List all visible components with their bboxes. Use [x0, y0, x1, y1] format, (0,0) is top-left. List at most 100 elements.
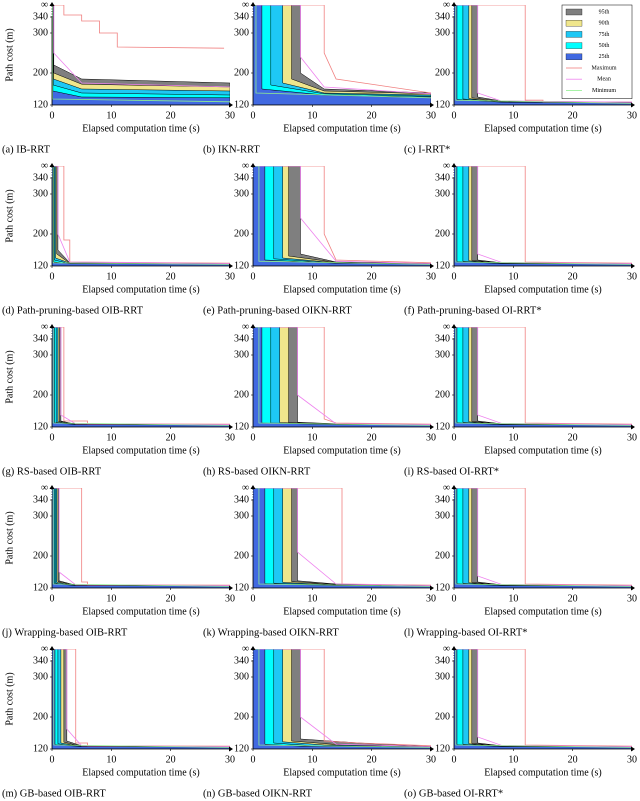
x-tick-label: 20 — [166, 593, 176, 604]
x-axis-arrow — [631, 585, 635, 591]
stat-line — [454, 166, 632, 264]
x-tick-label: 30 — [426, 110, 436, 121]
legend-swatch — [565, 53, 583, 60]
x-tick-label: 0 — [50, 432, 55, 443]
x-tick-label: 0 — [251, 754, 256, 765]
stat-line — [454, 327, 632, 425]
stat-line — [52, 166, 230, 264]
x-axis-arrow — [229, 746, 233, 752]
stat-line — [454, 327, 632, 426]
y-tick-label: 300 — [234, 671, 249, 682]
x-tick-label: 20 — [568, 271, 578, 282]
percentile-area — [454, 166, 632, 266]
x-tick-label: 0 — [452, 110, 457, 121]
caption: (h) RS-based OIKN-RRT — [203, 466, 311, 477]
y-axis-arrow — [451, 2, 457, 6]
percentile-area — [454, 488, 632, 588]
percentile-area — [253, 649, 431, 749]
stat-line — [253, 327, 431, 426]
x-axis-label: Elapsed computation time (s) — [283, 767, 400, 778]
y-axis-label: Path cost (m) — [4, 189, 15, 242]
x-axis-arrow — [229, 102, 233, 108]
plot-area — [454, 488, 632, 588]
caption: (l) Wrapping-based OI-RRT* — [404, 627, 528, 638]
y-tick-label: 300 — [435, 671, 450, 682]
stat-line — [52, 166, 230, 265]
percentile-area — [52, 327, 230, 427]
y-tick-label: 120 — [234, 582, 249, 593]
x-axis-arrow — [229, 424, 233, 430]
legend-label: 75th — [599, 32, 610, 38]
y-axis-label: Path cost (m) — [4, 511, 15, 564]
y-tick-label: 120 — [33, 260, 48, 271]
y-tick-label: ∞ — [443, 160, 450, 171]
legend-label: Maximum — [592, 65, 617, 71]
x-axis-label: Elapsed computation time (s) — [82, 767, 199, 778]
y-tick-label: 340 — [234, 11, 249, 22]
x-tick-label: 10 — [508, 110, 518, 121]
y-tick-label: 120 — [33, 743, 48, 754]
x-tick-label: 20 — [568, 754, 578, 765]
y-tick-label: 200 — [234, 389, 249, 400]
x-axis-arrow — [229, 585, 233, 591]
y-axis-arrow — [49, 163, 55, 167]
percentile-area — [52, 166, 230, 266]
percentile-area — [52, 488, 230, 588]
x-axis-arrow — [430, 585, 434, 591]
stat-line — [52, 649, 230, 747]
y-tick-label: ∞ — [41, 643, 48, 654]
y-axis-arrow — [451, 646, 457, 650]
x-tick-label: 0 — [251, 432, 256, 443]
x-tick-label: 0 — [251, 271, 256, 282]
x-axis-label: Elapsed computation time (s) — [484, 767, 601, 778]
y-tick-label: 120 — [435, 99, 450, 110]
plot-area — [52, 649, 230, 749]
x-tick-label: 0 — [452, 271, 457, 282]
x-tick-label: 10 — [307, 593, 317, 604]
percentile-area — [454, 488, 632, 588]
y-tick-label: ∞ — [41, 482, 48, 493]
x-tick-label: 30 — [426, 271, 436, 282]
x-tick-label: 30 — [225, 110, 235, 121]
x-tick-label: 20 — [568, 110, 578, 121]
percentile-area — [454, 488, 632, 588]
y-tick-label: 120 — [33, 582, 48, 593]
stat-line — [253, 327, 431, 425]
x-tick-label: 10 — [307, 110, 317, 121]
y-tick-label: 340 — [234, 655, 249, 666]
stat-line — [253, 649, 431, 747]
y-tick-label: 340 — [234, 494, 249, 505]
percentile-area — [52, 166, 230, 266]
panel: 120 200 300 340∞ 0 10 20 30 Elapsed computation … — [203, 321, 436, 477]
x-axis-arrow — [229, 263, 233, 269]
y-tick-label: ∞ — [242, 321, 249, 332]
x-tick-label: 10 — [307, 271, 317, 282]
x-tick-label: 30 — [225, 754, 235, 765]
y-tick-label: 300 — [435, 188, 450, 199]
x-axis-label: Elapsed computation time (s) — [283, 123, 400, 134]
stat-line — [454, 327, 632, 425]
y-tick-label: 340 — [33, 11, 48, 22]
y-tick-label: 120 — [234, 260, 249, 271]
x-tick-label: 0 — [452, 432, 457, 443]
y-tick-label: ∞ — [41, 321, 48, 332]
x-tick-label: 0 — [251, 593, 256, 604]
y-tick-label: 300 — [234, 510, 249, 521]
stat-line — [253, 327, 431, 425]
y-tick-label: 120 — [234, 99, 249, 110]
percentile-area — [454, 166, 632, 266]
stat-line — [454, 488, 632, 586]
y-tick-label: 120 — [234, 421, 249, 432]
caption: (a) IB-RRT — [2, 144, 51, 155]
x-tick-label: 10 — [106, 593, 116, 604]
stat-line — [52, 327, 230, 425]
stat-line — [253, 5, 431, 94]
x-axis-label: Elapsed computation time (s) — [484, 606, 601, 617]
caption: (o) GB-based OI-RRT* — [404, 788, 503, 799]
y-tick-label: 200 — [435, 228, 450, 239]
y-tick-label: ∞ — [443, 643, 450, 654]
y-axis-arrow — [451, 485, 457, 489]
stat-line — [454, 488, 632, 586]
legend-label: 50th — [599, 43, 610, 49]
y-tick-label: 200 — [435, 67, 450, 78]
